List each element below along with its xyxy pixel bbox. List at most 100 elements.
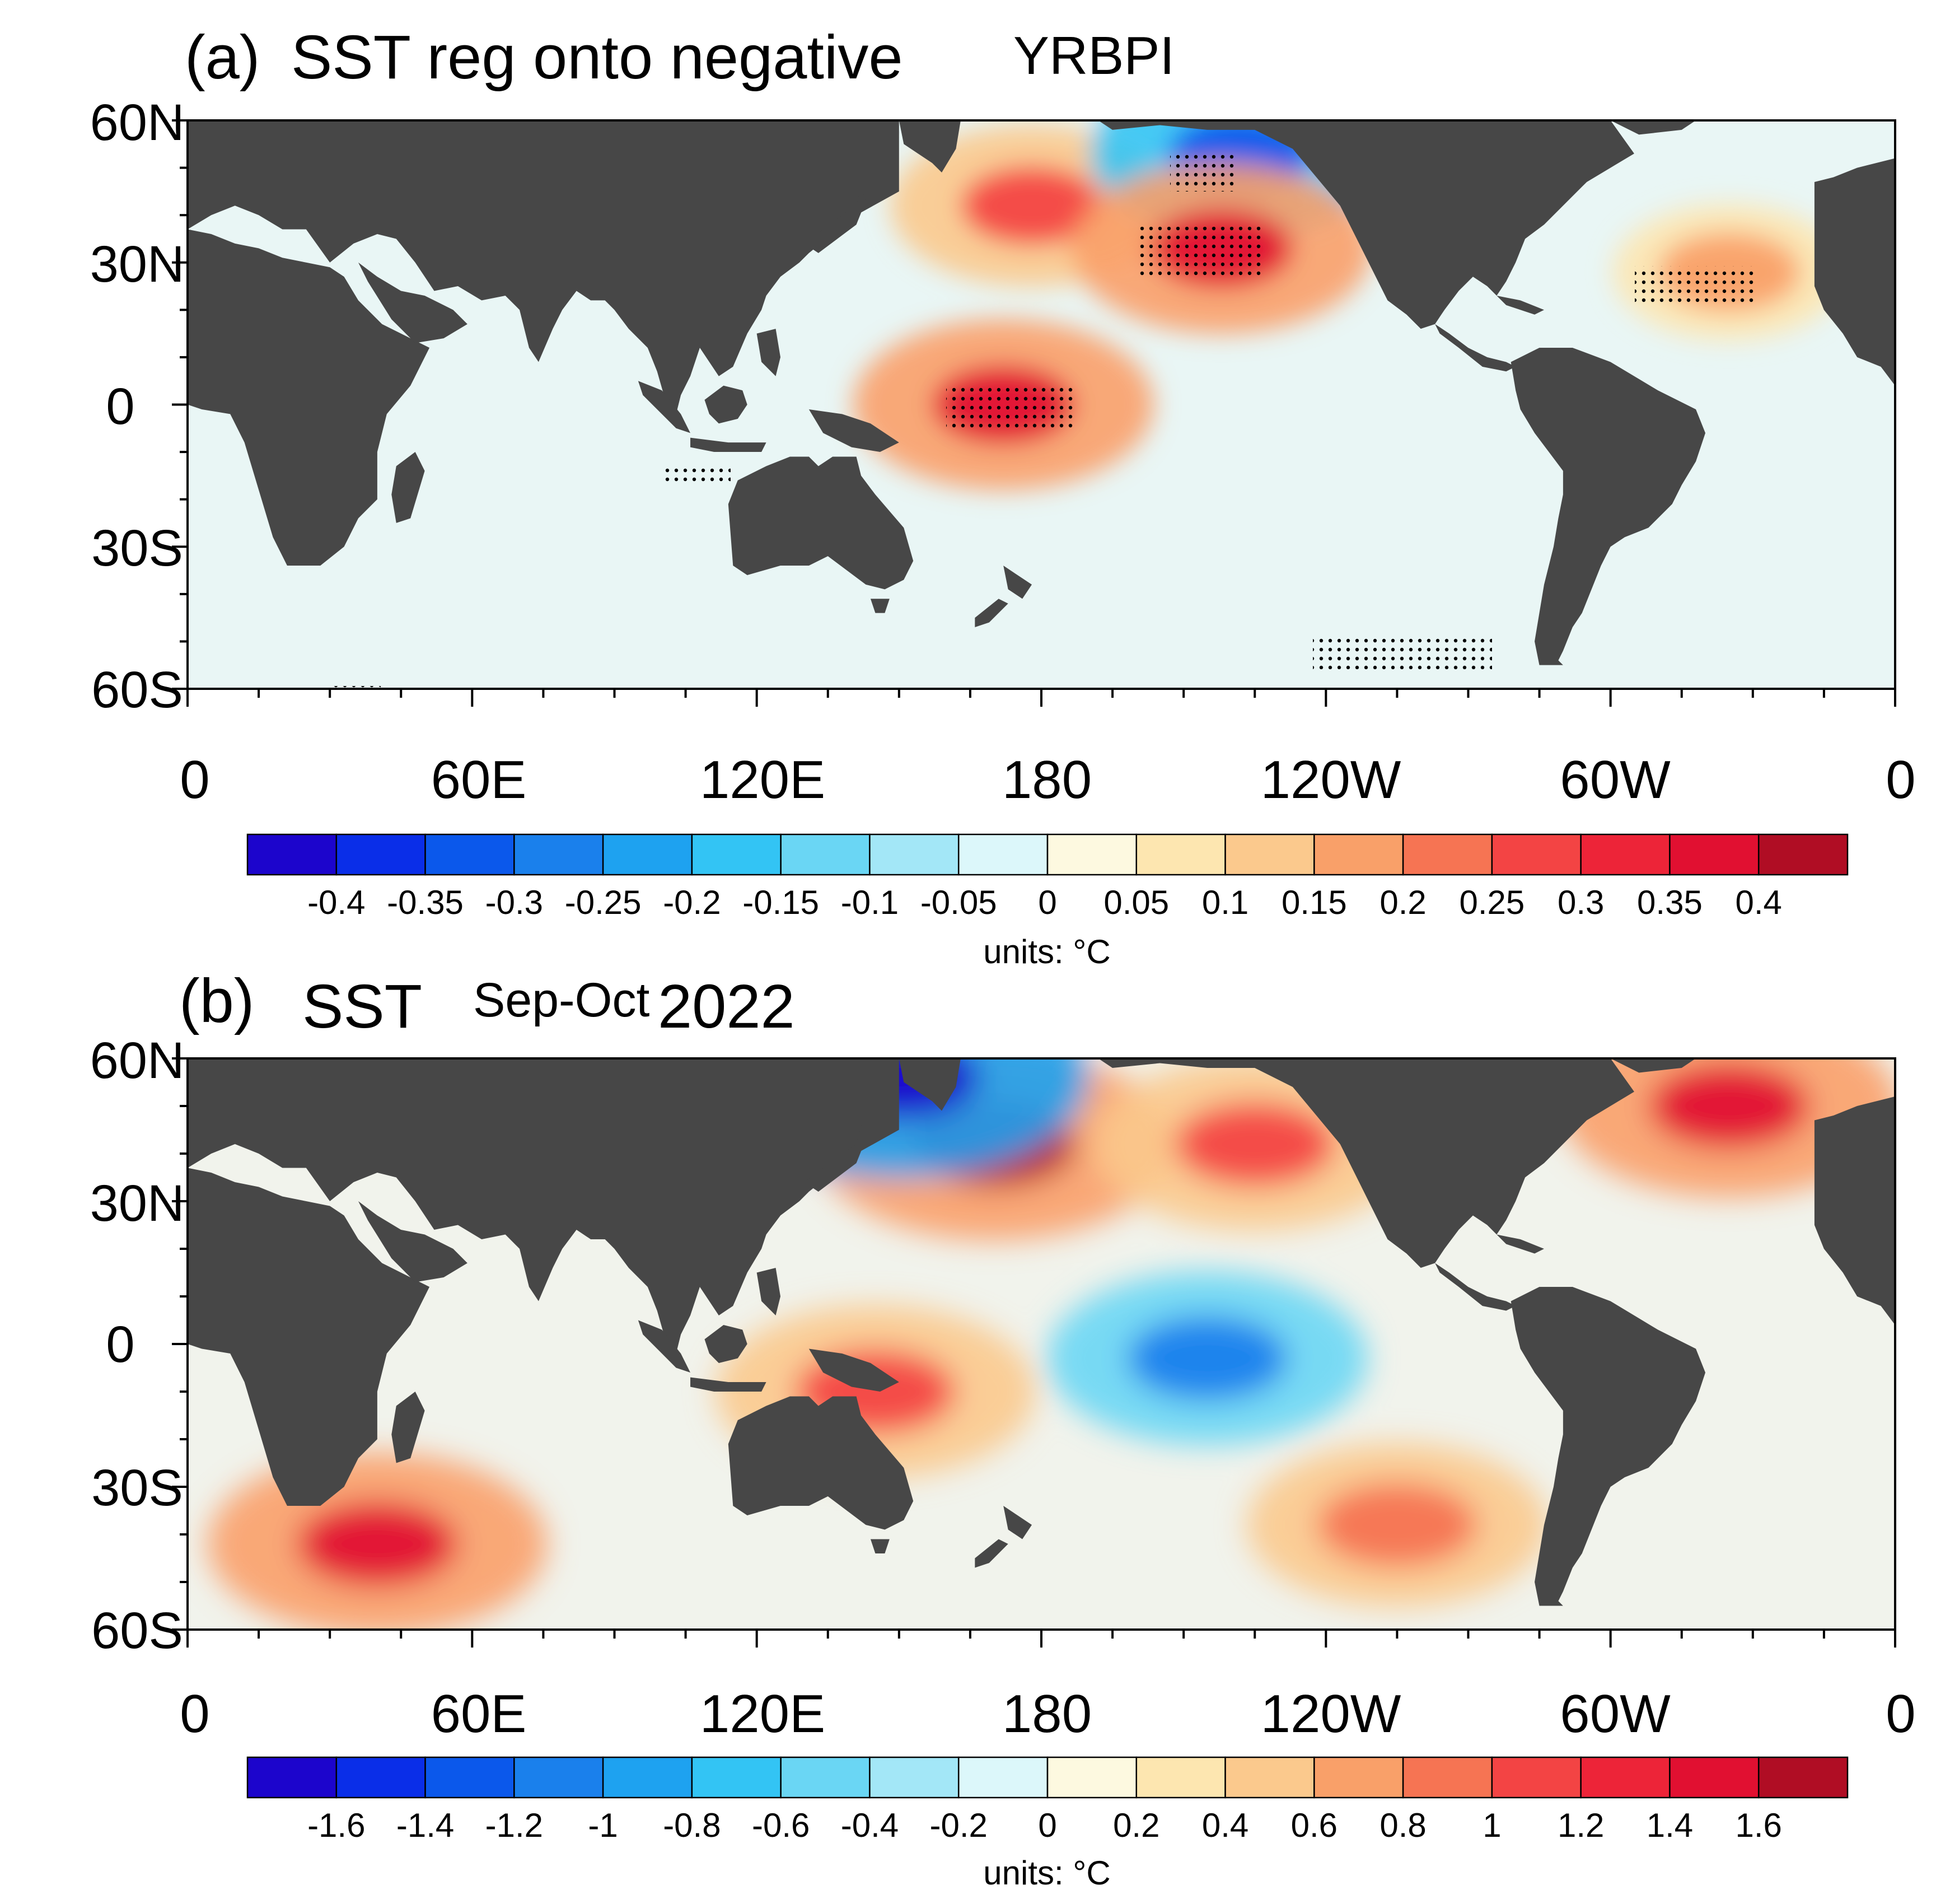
lon-label: 120E: [700, 750, 825, 810]
colorbar-tick-label: 1.2: [1558, 1807, 1604, 1844]
sst-anomaly-core: [1649, 1064, 1809, 1148]
colorbar-swatch: [957, 833, 1049, 876]
stipple-patch: [1313, 636, 1492, 669]
colorbar-a-units: units: °C: [983, 933, 1110, 970]
colorbar-tick-label: 0.25: [1459, 884, 1525, 921]
colorbar-swatch: [691, 1756, 782, 1799]
lat-label: 0: [106, 1316, 134, 1373]
lon-labels-a: 0 60E 120E 180 120W 60W 0: [180, 750, 1915, 810]
lon-label: 60W: [1560, 750, 1671, 810]
colorbar-swatch: [424, 833, 515, 876]
colorbar-tick-label: 0.05: [1103, 884, 1169, 921]
sst-anomaly: [207, 1452, 548, 1630]
map-a: [188, 120, 1895, 689]
stipple-patch: [1635, 266, 1758, 305]
colorbar-swatch: [1135, 833, 1226, 876]
colorbar-tick-label: 1: [1483, 1807, 1501, 1844]
stipple-patch: [1170, 152, 1237, 192]
colorbar-tick-label: -0.05: [920, 884, 997, 921]
colorbar-swatch: [1402, 833, 1493, 876]
colorbar-swatch: [1313, 833, 1404, 876]
lat-label: 60N: [90, 94, 185, 151]
colorbar-swatch: [869, 1756, 960, 1799]
sst-anomaly-core: [961, 166, 1103, 245]
colorbar-swatch: [1757, 833, 1849, 876]
colorbar-tick-label: -0.15: [742, 884, 819, 921]
colorbar-swatch: [1402, 1756, 1493, 1799]
panel-b: (b) SST Sep-Oct 2022 60N 30N 0 30S 60S 0…: [90, 967, 1916, 1892]
panel-a-title-tag: (a): [185, 23, 260, 92]
colorbar-swatch: [1046, 833, 1138, 876]
map-b: [188, 1058, 1895, 1630]
sst-anomaly-core: [1127, 1316, 1288, 1401]
colorbar-swatch: [1135, 1756, 1226, 1799]
lon-label: 0: [180, 750, 209, 810]
colorbar-tick-label: 0.4: [1202, 1807, 1248, 1844]
lat-label: 60S: [91, 1602, 183, 1659]
colorbar-tick-label: -0.2: [930, 1807, 988, 1844]
colorbar-swatch: [780, 1756, 871, 1799]
colorbar-swatch: [1224, 1756, 1315, 1799]
colorbar-swatch: [1757, 1756, 1849, 1799]
stipple-patch: [946, 386, 1075, 431]
lon-labels-b: 0 60E 120E 180 120W 60W 0: [180, 1684, 1915, 1744]
lat-label: 30S: [91, 520, 183, 577]
sst-anomaly-core: [1175, 1102, 1335, 1186]
panel-b-title-sub: Sep-Oct: [473, 973, 650, 1027]
colorbar-tick-label: -0.1: [841, 884, 899, 921]
lon-label: 60E: [431, 1684, 527, 1744]
colorbar-tick-label: -1.6: [307, 1807, 365, 1844]
colorbar-swatch: [513, 833, 604, 876]
lat-labels-b: 60N 30N 0 30S 60S: [90, 1032, 185, 1659]
lon-label: 60W: [1560, 1684, 1671, 1744]
colorbar-swatch: [335, 833, 426, 876]
panel-a-title-tail: YRBPI: [1013, 26, 1175, 86]
lat-label: 0: [106, 378, 134, 435]
colorbar-swatch: [1313, 1756, 1404, 1799]
colorbar-tick-label: -0.4: [307, 884, 365, 921]
lon-label: 180: [1002, 750, 1092, 810]
sst-anomaly: [1047, 1271, 1368, 1445]
lat-label: 30N: [90, 1175, 185, 1232]
colorbar-tick-label: 1.6: [1736, 1807, 1782, 1844]
colorbar-tick-label: -0.3: [485, 884, 543, 921]
colorbar-swatch: [1491, 833, 1582, 876]
colorbar-swatch: [1669, 833, 1760, 876]
lat-labels-a: 60N 30N 0 30S 60S: [90, 94, 185, 718]
axis-ticks-a: [172, 119, 1896, 707]
colorbar-tick-label: -0.25: [565, 884, 642, 921]
colorbar-tick-label: -1.2: [485, 1807, 543, 1844]
colorbar-tick-label: -1.4: [396, 1807, 454, 1844]
lon-label: 0: [1886, 1684, 1915, 1744]
colorbar-tick-label: 0.2: [1379, 884, 1426, 921]
lon-label: 120W: [1261, 1684, 1401, 1744]
colorbar-tick-label: 0.4: [1736, 884, 1782, 921]
sst-anomaly: [1246, 1443, 1548, 1607]
colorbar-tick-label: -0.2: [663, 884, 721, 921]
colorbar-swatch: [1224, 833, 1315, 876]
colorbar-swatch: [869, 833, 960, 876]
colorbar-tick-label: 0.1: [1202, 884, 1248, 921]
colorbar-tick-label: -0.35: [387, 884, 464, 921]
sst-anomaly: [1559, 1058, 1895, 1198]
colorbar-swatch: [602, 1756, 693, 1799]
panel-b-title-year: 2022: [658, 972, 795, 1041]
lon-label: 120W: [1261, 750, 1401, 810]
colorbar-a: -0.4 -0.35 -0.3 -0.25 -0.2 -0.15 -0.1 -0.05 0 0.0…: [246, 833, 1849, 921]
lon-label: 120E: [700, 1684, 825, 1744]
lon-label: 180: [1002, 1684, 1092, 1744]
panel-b-title-main: SST: [302, 972, 422, 1041]
colorbar-tick-label: 1.4: [1647, 1807, 1693, 1844]
colorbar-tick-label: 0: [1038, 1807, 1056, 1844]
lon-label: 0: [1886, 750, 1915, 810]
panel-a-title-main: SST reg onto negative: [291, 23, 903, 92]
colorbar-tick-label: 0.3: [1558, 884, 1604, 921]
colorbar-tick-label: -0.8: [663, 1807, 721, 1844]
colorbar-swatch: [1491, 1756, 1582, 1799]
colorbar-swatch: [957, 1756, 1049, 1799]
lat-label: 30N: [90, 236, 185, 293]
colorbar-swatch: [780, 833, 871, 876]
lat-label: 30S: [91, 1459, 183, 1516]
colorbar-swatch: [602, 833, 693, 876]
